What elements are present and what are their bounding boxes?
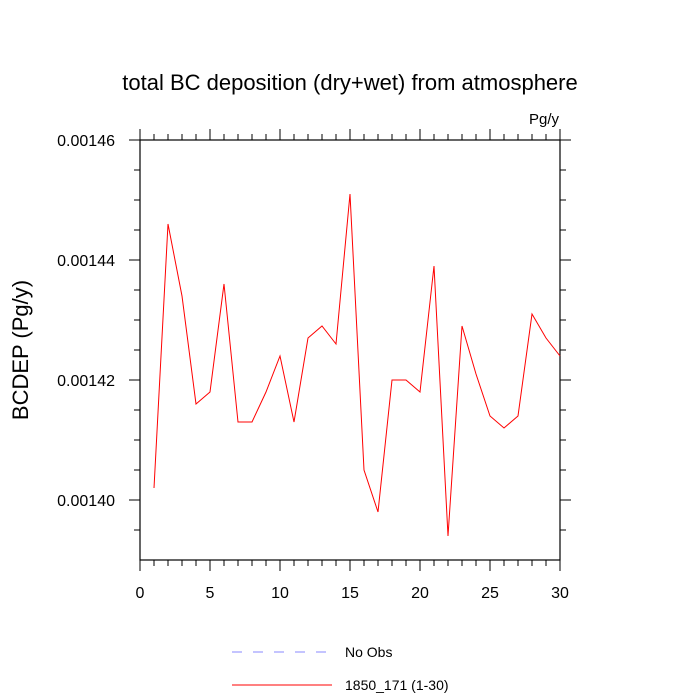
legend-label: No Obs xyxy=(345,644,392,660)
x-tick-label: 0 xyxy=(136,585,145,602)
y-axis-label: BCDEP (Pg/y) xyxy=(8,280,33,420)
y-tick-label: 0.00140 xyxy=(57,493,115,510)
legend: No Obs 1850_171 (1-30) xyxy=(232,644,449,693)
x-tick-label: 5 xyxy=(206,585,215,602)
series-line xyxy=(153,193,561,537)
y-tick-label: 0.00144 xyxy=(57,253,115,270)
x-tick-label: 30 xyxy=(551,585,569,602)
x-tick-label: 15 xyxy=(341,585,359,602)
axes: 0 5 10 15 20 25 30 0.00140 0.00142 0.00144 0.00146 xyxy=(57,129,571,602)
units-label: Pg/y xyxy=(529,111,560,128)
series-group xyxy=(153,193,561,537)
x-tick-label: 20 xyxy=(411,585,429,602)
chart-title: total BC deposition (dry+wet) from atmos… xyxy=(122,70,577,95)
y-tick-label: 0.00142 xyxy=(57,373,115,390)
x-tick-label: 25 xyxy=(481,585,499,602)
y-tick-label: 0.00146 xyxy=(57,133,115,150)
x-tick-label: 10 xyxy=(271,585,289,602)
legend-label: 1850_171 (1-30) xyxy=(345,677,449,693)
